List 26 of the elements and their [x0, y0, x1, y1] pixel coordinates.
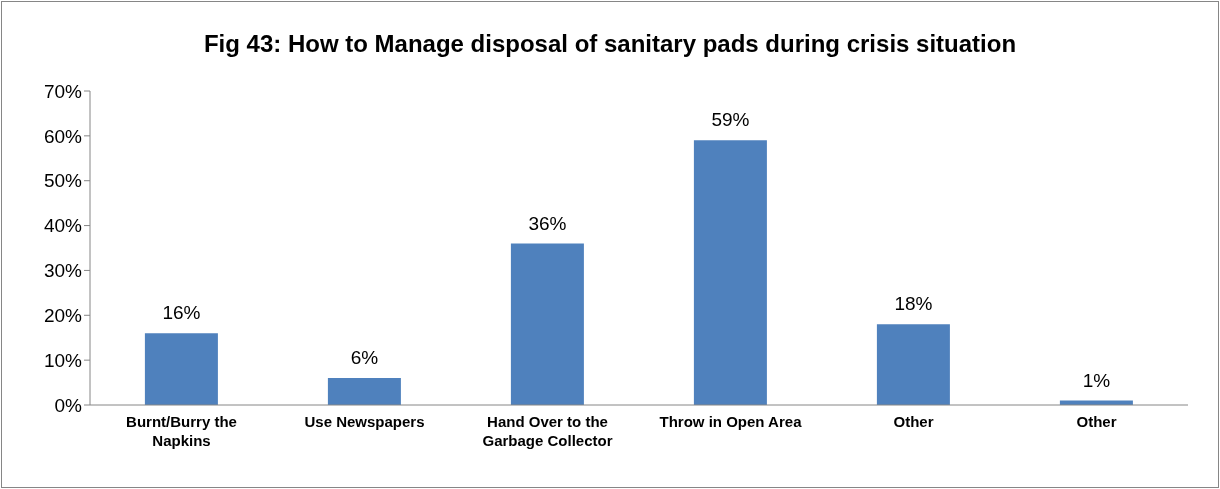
data-label: 36%	[528, 212, 567, 234]
y-tick-label: 50%	[43, 170, 83, 192]
data-label: 6%	[350, 347, 379, 369]
x-tick-label: Throw in Open Area	[659, 413, 803, 430]
x-tick-label: Other	[1076, 413, 1117, 430]
x-tick-label: Hand Over to the Garbage Collector	[482, 413, 613, 449]
chart-title: Fig 43: How to Manage disposal of sanitary pads during crisis situation	[202, 30, 1018, 58]
y-tick-label: 30%	[43, 260, 83, 282]
x-tick-label: Other	[893, 413, 934, 430]
y-tick-label: 60%	[43, 125, 83, 147]
bar	[144, 333, 218, 405]
y-tick-label: 70%	[43, 80, 83, 102]
x-tick-label: Burnt/Burry the Napkins	[126, 413, 237, 449]
y-tick-label: 0%	[54, 394, 83, 416]
data-label: 18%	[894, 293, 933, 315]
bar	[510, 243, 584, 405]
x-tick-label: Use Newspapers	[304, 413, 425, 430]
bar	[327, 378, 401, 405]
y-tick-label: 10%	[43, 349, 83, 371]
data-label: 1%	[1082, 369, 1111, 391]
data-label: 16%	[162, 302, 201, 324]
bar	[693, 140, 767, 405]
y-tick-label: 40%	[43, 215, 83, 237]
bar	[876, 324, 950, 405]
data-label: 59%	[711, 109, 750, 131]
y-tick-label: 20%	[43, 305, 83, 327]
